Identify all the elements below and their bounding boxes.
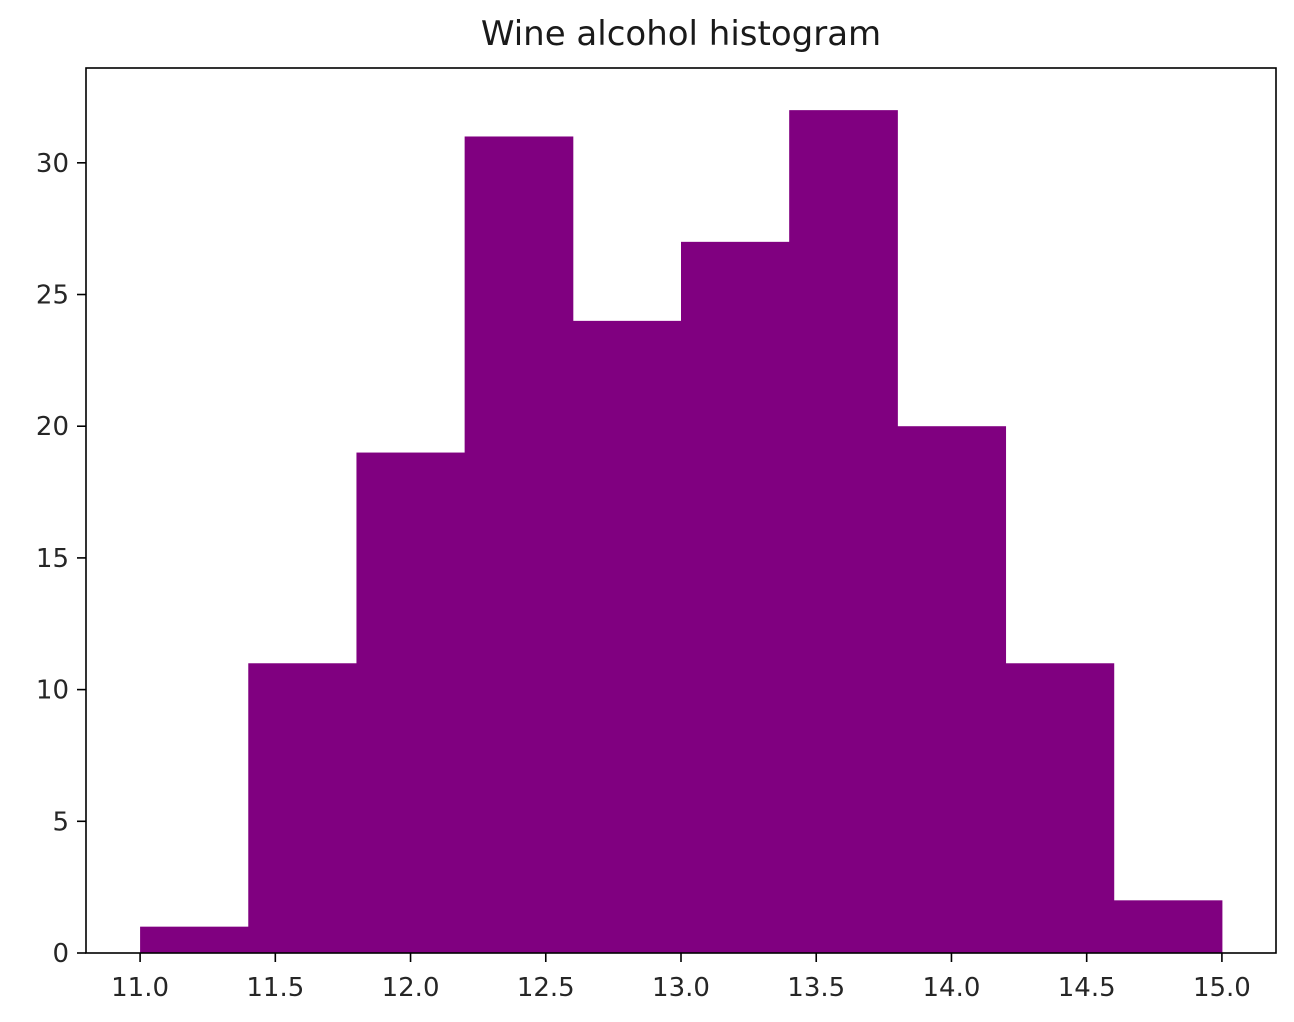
histogram-bar-1 [248,663,357,953]
histogram-bar-8 [1005,663,1115,953]
y-tick-label: 25 [36,281,69,311]
x-axis: 11.0 11.5 12.0 12.5 13.0 13.5 14.0 14.5 15.0 [111,953,1251,1003]
x-tick-label: 11.5 [246,973,304,1003]
histogram-bar-0 [140,926,249,953]
x-tick-label: 14.0 [923,973,981,1003]
histogram-bar-7 [897,426,1007,953]
y-tick-label: 30 [36,149,69,179]
histogram-bar-6 [789,110,898,953]
histogram-bar-3 [464,136,574,953]
y-tick-label: 0 [52,939,69,969]
x-tick-label: 14.5 [1058,973,1116,1003]
y-tick-label: 15 [36,544,69,574]
x-tick-label: 11.0 [111,973,169,1003]
histogram-bars [140,110,1223,953]
x-tick-label: 12.5 [517,973,575,1003]
y-tick-label: 5 [52,807,69,837]
histogram-bar-4 [572,320,682,953]
y-tick-label: 10 [36,676,69,706]
y-axis: 0 5 10 15 20 25 30 [36,149,86,969]
histogram-bar-5 [681,241,790,953]
x-tick-label: 12.0 [382,973,440,1003]
y-tick-label: 20 [36,412,69,442]
chart-title: Wine alcohol histogram [481,14,881,54]
x-tick-label: 13.0 [652,973,710,1003]
histogram-bar-9 [1113,900,1223,953]
histogram-bar-2 [356,452,466,953]
x-tick-label: 13.5 [787,973,845,1003]
x-tick-label: 15.0 [1193,973,1251,1003]
